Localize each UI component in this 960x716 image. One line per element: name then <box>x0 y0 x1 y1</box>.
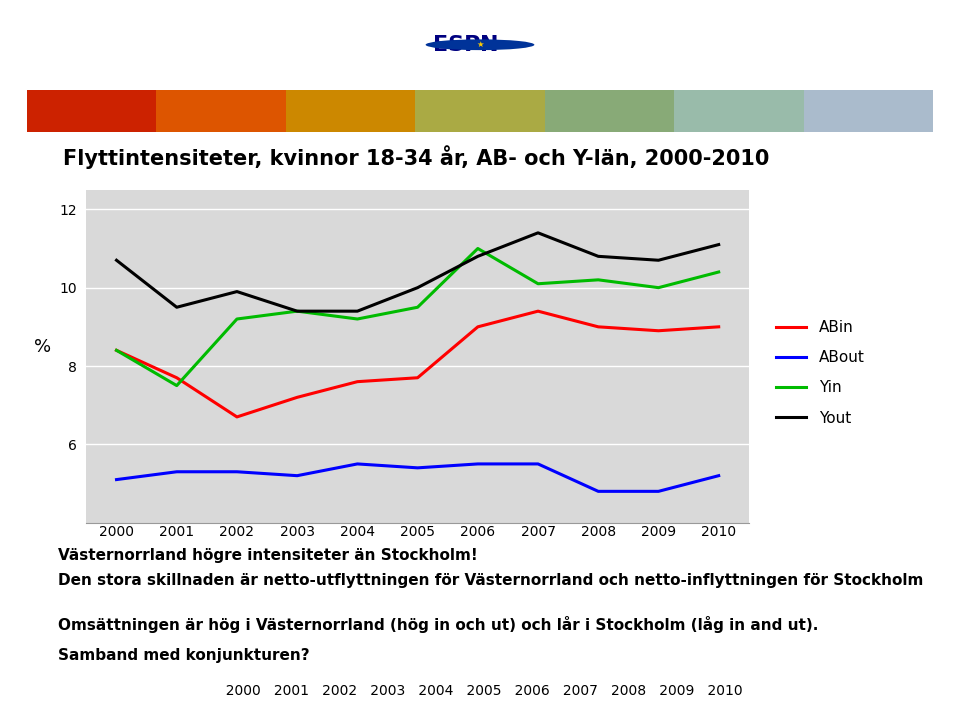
Circle shape <box>425 39 535 50</box>
Text: N: N <box>480 35 498 54</box>
Legend: ABin, ABout, Yin, Yout: ABin, ABout, Yin, Yout <box>770 314 871 432</box>
Bar <box>27 90 156 132</box>
Text: 2008: 2008 <box>581 525 615 538</box>
Text: 2004: 2004 <box>340 525 375 538</box>
Text: Samband med konjunkturen?: Samband med konjunkturen? <box>58 648 309 663</box>
Text: Flyttintensiteter, kvinnor 18-34 år, AB- och Y-län, 2000-2010: Flyttintensiteter, kvinnor 18-34 år, AB-… <box>63 145 770 170</box>
Text: Västernorrland högre intensiteter än Stockholm!: Västernorrland högre intensiteter än Sto… <box>58 548 477 563</box>
Text: 2000   2001   2002   2003   2004   2005   2006   2007   2008   2009   2010: 2000 2001 2002 2003 2004 2005 2006 2007 … <box>217 684 743 698</box>
Text: ESP: ESP <box>433 35 480 54</box>
Text: Omsättningen är hög i Västernorrland (hög in och ut) och lår i Stockholm (låg in: Omsättningen är hög i Västernorrland (hö… <box>58 616 818 633</box>
Text: 2007: 2007 <box>520 525 556 538</box>
Bar <box>804 90 933 132</box>
Y-axis label: %: % <box>34 338 51 356</box>
Text: 2003: 2003 <box>279 525 315 538</box>
Text: 2006: 2006 <box>460 525 495 538</box>
Bar <box>286 90 416 132</box>
Text: ★: ★ <box>476 40 484 49</box>
Text: 2005: 2005 <box>400 525 435 538</box>
Bar <box>544 90 674 132</box>
Text: 2009: 2009 <box>641 525 676 538</box>
Bar <box>674 90 804 132</box>
Text: 2010: 2010 <box>701 525 736 538</box>
Text: 2000: 2000 <box>99 525 134 538</box>
Text: 2001: 2001 <box>159 525 194 538</box>
Text: Den stora skillnaden är netto-utflyttningen för Västernorrland och netto-inflytt: Den stora skillnaden är netto-utflyttnin… <box>58 573 923 588</box>
Bar <box>156 90 286 132</box>
Bar <box>416 90 544 132</box>
Text: 2002: 2002 <box>220 525 254 538</box>
